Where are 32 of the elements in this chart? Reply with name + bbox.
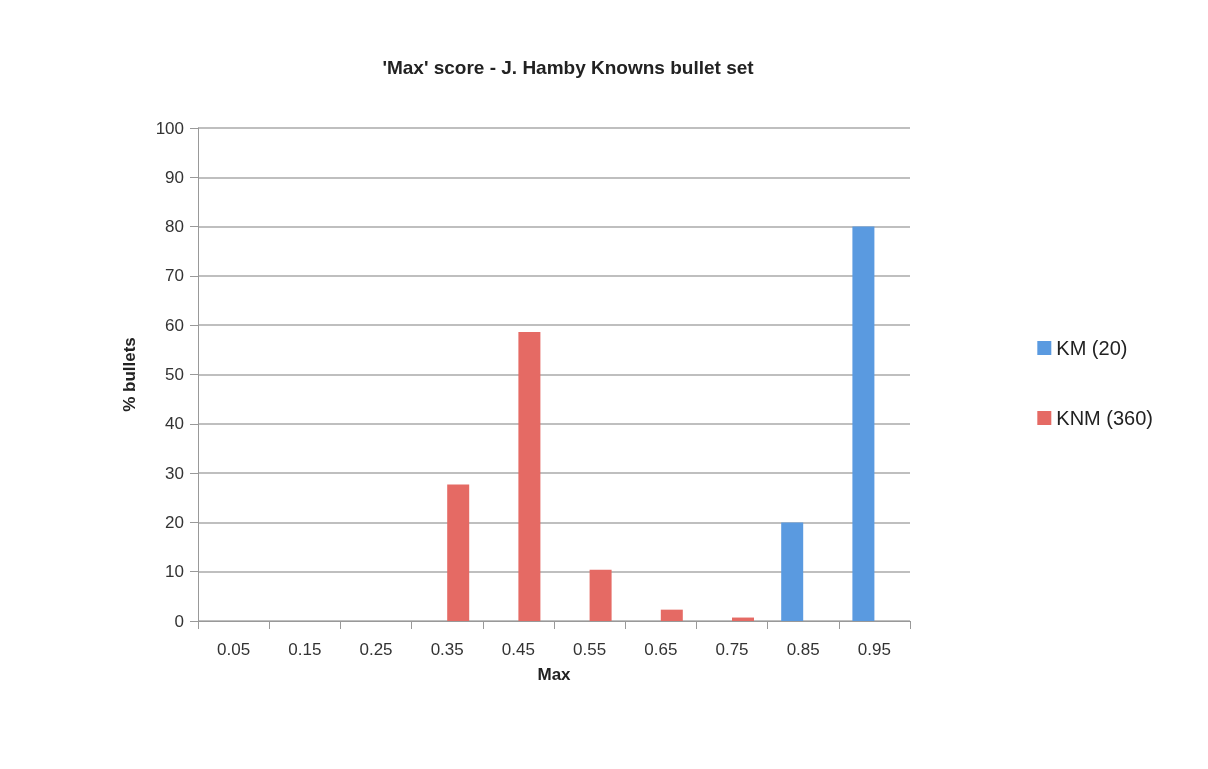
legend-label: KNM (360): [1056, 407, 1154, 429]
y-tick-label: 20: [165, 512, 184, 532]
y-tick-label: 80: [165, 217, 184, 237]
y-axis-title: % bullets: [120, 337, 139, 412]
x-tick-label: 0.65: [644, 640, 678, 659]
x-tick-label: 0.45: [501, 640, 535, 659]
chart-title: 'Max' score - J. Hamby Knowns bullet set: [382, 57, 755, 78]
x-tick-label: 0.05: [217, 640, 251, 659]
bar: [447, 484, 470, 621]
x-tick-label: 0.75: [715, 640, 749, 659]
y-tick-label: 40: [165, 414, 184, 434]
x-tick-label: 0.55: [573, 640, 607, 659]
y-tick-label: 0: [174, 611, 184, 631]
x-tick-label: 0.15: [288, 640, 322, 659]
bar: [852, 226, 875, 621]
bar: [589, 569, 612, 621]
y-tick-label: 30: [165, 463, 184, 483]
x-tick-label: 0.95: [857, 640, 891, 659]
y-tick-label: 10: [165, 562, 184, 582]
y-tick-label: 60: [165, 315, 184, 335]
x-tick-label: 0.25: [359, 640, 393, 659]
legend-label: KM (20): [1056, 337, 1128, 359]
bar: [781, 522, 804, 621]
x-tick-label: 0.85: [786, 640, 820, 659]
y-tick-label: 100: [155, 118, 184, 138]
bar: [518, 332, 541, 621]
x-axis-title: Max: [537, 665, 572, 684]
y-tick-label: 70: [165, 266, 184, 286]
x-tick-label: 0.35: [430, 640, 464, 659]
y-tick-label: 90: [165, 167, 184, 187]
bar: [660, 609, 683, 621]
y-tick-label: 50: [165, 365, 184, 384]
